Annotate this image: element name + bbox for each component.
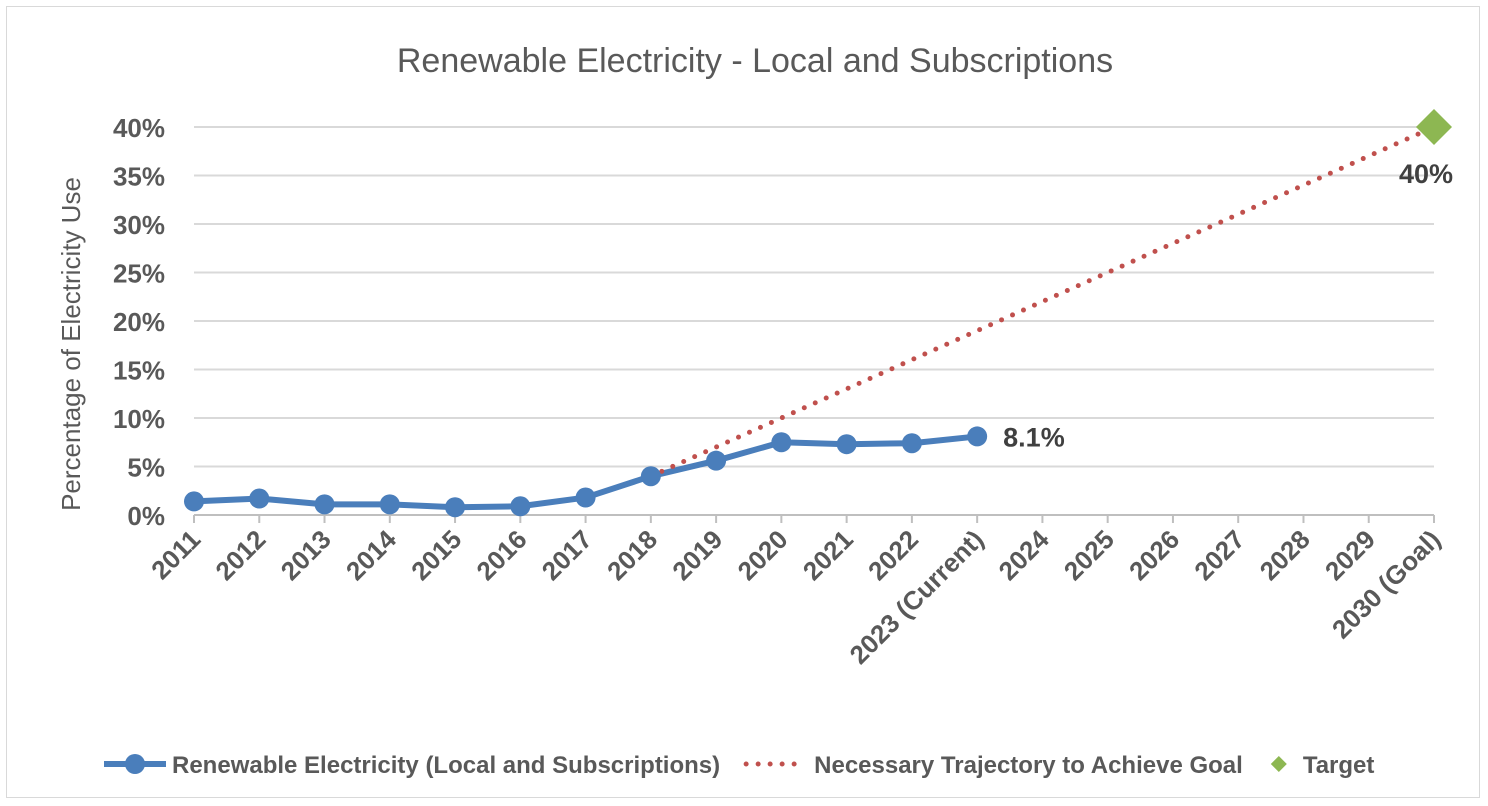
chart-svg: Renewable Electricity - Local and Subscr… bbox=[56, 42, 1453, 779]
chart-frame: Renewable Electricity - Local and Subscr… bbox=[6, 6, 1480, 798]
x-tick-label: 2015 bbox=[405, 524, 467, 586]
target-marker bbox=[1416, 109, 1452, 145]
legend: Renewable Electricity (Local and Subscri… bbox=[104, 752, 1374, 779]
renewable-data-point bbox=[771, 432, 792, 453]
y-tick-label: 30% bbox=[113, 210, 165, 240]
y-tick-label: 35% bbox=[113, 162, 165, 192]
legend-label: Target bbox=[1303, 752, 1375, 779]
y-tick-labels: 0% 5% 10% 15% 20% 25% 30% 35% 40% bbox=[113, 113, 165, 531]
chart-title: Renewable Electricity - Local and Subscr… bbox=[397, 42, 1113, 80]
x-tick-label: 2027 bbox=[1188, 524, 1250, 586]
legend-label: Renewable Electricity (Local and Subscri… bbox=[172, 752, 720, 779]
renewable-data-point bbox=[901, 433, 922, 454]
renewable-data-point bbox=[379, 494, 400, 515]
data-label: 8.1% bbox=[1003, 422, 1065, 452]
x-tick-label: 2025 bbox=[1058, 524, 1120, 586]
renewable-data-point bbox=[510, 496, 531, 517]
legend-target-swatch bbox=[1270, 756, 1287, 772]
y-tick-label: 0% bbox=[127, 501, 165, 531]
trajectory-line bbox=[648, 124, 1437, 479]
x-tick-label: 2017 bbox=[536, 524, 598, 586]
x-tick-label: 2028 bbox=[1254, 524, 1316, 586]
x-tick-label: 2011 bbox=[145, 524, 206, 585]
y-axis-title: Percentage of Electricity Use bbox=[56, 177, 86, 511]
y-tick-label: 10% bbox=[113, 404, 165, 434]
plot-area: 8.1% 40% bbox=[184, 109, 1453, 518]
x-tick-label: 2024 bbox=[993, 524, 1055, 586]
y-tick-label: 20% bbox=[113, 307, 165, 337]
renewable-data-point bbox=[967, 426, 988, 447]
x-tick-label: 2026 bbox=[1123, 524, 1185, 586]
x-tick-label: 2016 bbox=[470, 524, 532, 586]
renewable-data-point bbox=[706, 450, 727, 471]
renewable-data-point bbox=[249, 488, 270, 509]
x-tick-label: 2012 bbox=[209, 524, 271, 586]
renewable-data-point bbox=[184, 491, 204, 512]
x-tick-label: 2013 bbox=[275, 524, 337, 586]
x-tick-label: 2014 bbox=[340, 524, 402, 586]
legend-renewable-marker bbox=[125, 754, 145, 774]
renewable-data-point bbox=[640, 466, 661, 487]
renewable-data-point bbox=[314, 494, 335, 515]
legend-label: Necessary Trajectory to Achieve Goal bbox=[814, 752, 1243, 779]
renewable-data-point bbox=[445, 497, 466, 518]
x-tick-label: 2020 bbox=[731, 524, 793, 586]
y-tick-label: 15% bbox=[113, 356, 165, 386]
y-tick-label: 25% bbox=[113, 259, 165, 289]
y-tick-label: 5% bbox=[127, 453, 165, 483]
data-label: 40% bbox=[1399, 159, 1453, 189]
renewable-data-point bbox=[575, 487, 596, 508]
x-tick-label: 2019 bbox=[666, 524, 728, 586]
y-tick-label: 40% bbox=[113, 113, 165, 143]
renewable-data-point bbox=[836, 434, 857, 455]
gridlines bbox=[194, 126, 1434, 468]
x-tick-label: 2018 bbox=[601, 524, 663, 586]
x-axis: 2011 2012 2013 2014 2015 2016 2017 2018 2019 2020… bbox=[145, 514, 1446, 670]
x-tick-label: 2021 bbox=[797, 524, 859, 586]
